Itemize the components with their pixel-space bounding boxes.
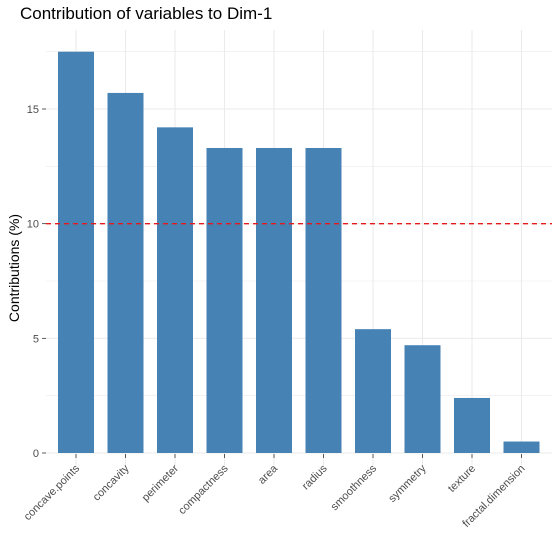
bar-radius	[305, 147, 342, 453]
x-tick-label: symmetry	[386, 462, 429, 505]
y-tick-label: 10	[27, 219, 39, 231]
bar-perimeter	[157, 127, 193, 453]
y-tick-label: 15	[27, 104, 39, 116]
y-axis-title: Contributions (%)	[6, 214, 22, 322]
bar-concave-points	[58, 51, 94, 454]
y-tick-label: 5	[33, 333, 39, 345]
y-tick-label: 0	[33, 448, 39, 460]
chart-title: Contribution of variables to Dim-1	[20, 4, 273, 23]
bar-concavity	[107, 92, 144, 454]
bars	[58, 51, 540, 454]
x-tick-label: smoothness	[329, 462, 380, 513]
x-tick-label: texture	[446, 463, 478, 495]
bar-fractal-dimension	[503, 441, 540, 453]
y-axis-ticks: 0 5 10 15	[27, 104, 46, 460]
x-axis-ticks: concave.points concavity perimetercompactn…	[22, 454, 528, 530]
x-tick-label: perimeter	[140, 462, 182, 504]
bar-symmetry	[404, 345, 441, 453]
x-tick-label: area	[256, 462, 281, 487]
bar-smoothness	[355, 329, 391, 453]
x-tick-label: concavity	[91, 462, 132, 503]
x-tick-label: concave.points	[22, 462, 83, 523]
x-tick-label: compactness	[176, 462, 231, 517]
bar-texture	[454, 397, 490, 453]
bar-compactness	[206, 147, 243, 453]
bar-area	[256, 147, 292, 453]
x-tick-label: radius	[300, 462, 330, 492]
